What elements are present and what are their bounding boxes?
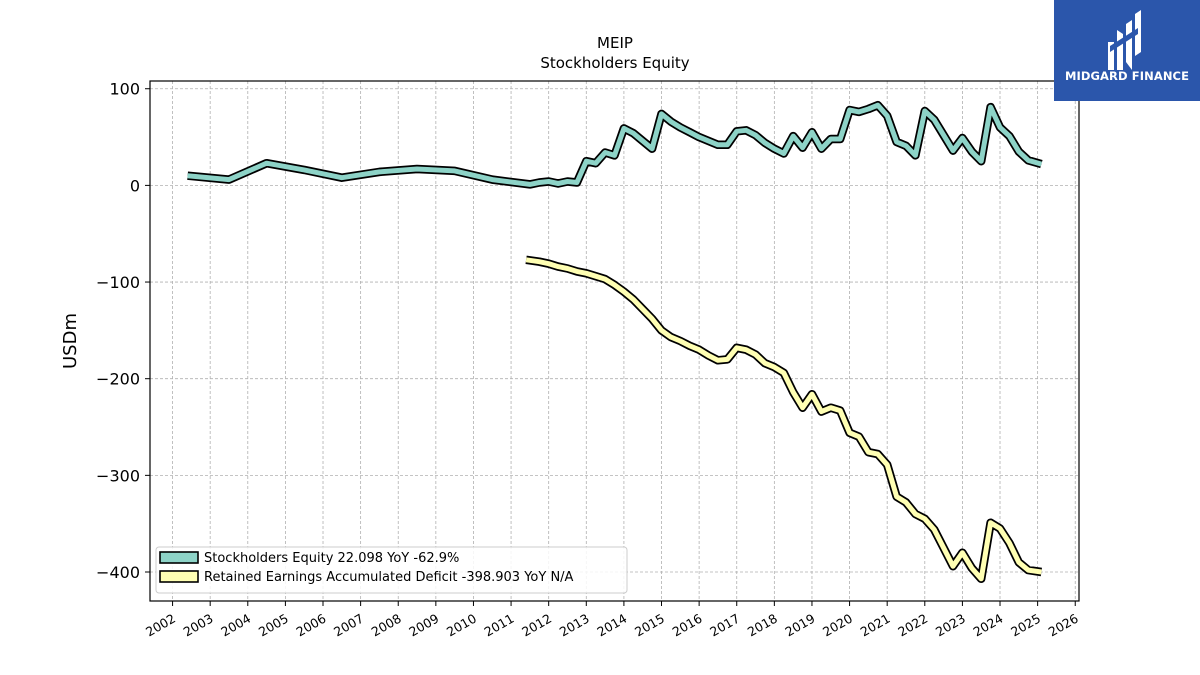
x-tick-label: 2008 bbox=[369, 611, 404, 640]
x-tick-label: 2016 bbox=[670, 611, 705, 640]
y-tick-label: 0 bbox=[130, 176, 140, 195]
x-tick-label: 2024 bbox=[970, 611, 1005, 640]
brand-logo: MIDGARD FINANCE bbox=[1054, 0, 1200, 101]
chart-title: MEIP bbox=[597, 34, 633, 52]
legend-swatch bbox=[159, 551, 199, 564]
x-tick-label: 2009 bbox=[406, 611, 441, 640]
legend: Stockholders Equity 22.098 YoY -62.9% Ret… bbox=[155, 546, 628, 594]
series-line-outline bbox=[525, 255, 1043, 584]
plot-area-frame bbox=[149, 80, 1080, 602]
series-lines bbox=[187, 100, 1043, 584]
series-line bbox=[525, 257, 1042, 582]
x-tick-label: 2011 bbox=[482, 611, 517, 640]
x-tick-label: 2007 bbox=[331, 611, 366, 640]
midgard-logo-mark-icon bbox=[1108, 10, 1141, 70]
x-tick-label: 2006 bbox=[293, 611, 328, 640]
series-line bbox=[187, 102, 1043, 187]
legend-box bbox=[155, 546, 628, 594]
x-tick-label: 2012 bbox=[519, 611, 554, 640]
legend-swatch bbox=[159, 570, 199, 583]
y-tick-label: 100 bbox=[109, 80, 140, 99]
grid-lines bbox=[150, 81, 1079, 601]
x-tick-label: 2014 bbox=[594, 611, 629, 640]
x-tick-label: 2023 bbox=[933, 611, 968, 640]
x-tick-label: 2015 bbox=[632, 611, 667, 640]
x-tick-label: 2022 bbox=[895, 611, 930, 640]
x-tick-label: 2002 bbox=[143, 611, 178, 640]
legend-label: Retained Earnings Accumulated Deficit -3… bbox=[204, 570, 574, 585]
x-tick-label: 2019 bbox=[782, 611, 817, 640]
x-tick-label: 2026 bbox=[1046, 611, 1081, 640]
brand-name: MIDGARD FINANCE bbox=[1064, 69, 1190, 83]
x-tick-label: 2025 bbox=[1008, 611, 1043, 640]
x-tick-label: 2018 bbox=[745, 611, 780, 640]
y-axis-label: USDm bbox=[60, 313, 81, 369]
x-tick-label: 2013 bbox=[557, 611, 592, 640]
x-tick-label: 2017 bbox=[707, 611, 742, 640]
chart-subtitle: Stockholders Equity bbox=[540, 54, 689, 72]
x-tick-label: 2021 bbox=[858, 611, 893, 640]
x-tick-label: 2005 bbox=[256, 611, 291, 640]
x-tick-label: 2003 bbox=[181, 611, 216, 640]
x-tick-label: 2004 bbox=[218, 611, 253, 640]
x-tick-label: 2020 bbox=[820, 611, 855, 640]
y-tick-label: −400 bbox=[96, 563, 140, 582]
y-tick-label: −300 bbox=[96, 466, 140, 485]
legend-label: Stockholders Equity 22.098 YoY -62.9% bbox=[204, 551, 459, 566]
series-retained-earnings bbox=[525, 255, 1043, 584]
x-tick-label: 2010 bbox=[444, 611, 479, 640]
y-tick-label: −200 bbox=[96, 370, 140, 389]
series-stockholders-equity bbox=[187, 100, 1043, 189]
y-tick-label: −100 bbox=[96, 273, 140, 292]
